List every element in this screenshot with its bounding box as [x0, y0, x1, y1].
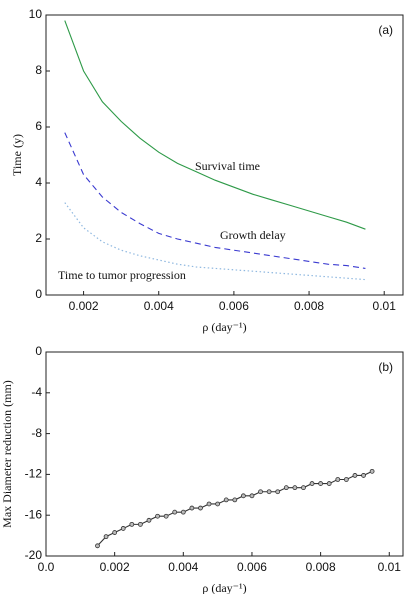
x-tick-label: 0.006 — [237, 560, 267, 574]
y-axis-label: Time (y) — [10, 134, 24, 176]
data-point — [352, 473, 358, 478]
y-axis-label: Max Diameter reduction (mm) — [0, 380, 14, 528]
data-point — [215, 501, 221, 507]
panel-label: (a) — [378, 23, 393, 37]
x-tick-label: 0.002 — [100, 560, 130, 574]
y-tick-label: 0 — [35, 344, 42, 358]
x-tick-label: 0.008 — [306, 560, 336, 574]
plot-frame — [45, 351, 404, 557]
data-point — [232, 497, 238, 503]
data-point — [335, 477, 341, 482]
data-point — [163, 513, 169, 519]
x-tick-label: 0.0 — [38, 560, 55, 574]
x-axis-label: ρ (day⁻¹) — [202, 581, 246, 594]
data-point — [258, 489, 263, 495]
series-line — [64, 132, 366, 269]
x-tick-label: 0.01 — [373, 299, 397, 313]
data-point — [146, 517, 152, 523]
data-point — [361, 473, 366, 478]
y-tick-label: 4 — [35, 175, 42, 189]
series-line — [64, 202, 366, 281]
data-point — [326, 481, 332, 486]
panel-label: (b) — [378, 360, 393, 374]
x-tick-label: 0.002 — [69, 299, 99, 313]
data-point — [206, 501, 212, 507]
data-point — [292, 485, 298, 491]
data-point — [301, 485, 306, 491]
data-point — [198, 505, 203, 511]
data-point — [155, 513, 160, 519]
x-tick-label: 0.008 — [294, 299, 324, 313]
series-label: Time to tumor progression — [58, 268, 186, 282]
data-point — [103, 534, 109, 540]
data-point — [266, 489, 272, 495]
series-label: Survival time — [195, 159, 260, 173]
x-tick-label: 0.01 — [378, 560, 402, 574]
data-point — [137, 521, 143, 527]
y-tick-label: -16 — [25, 507, 43, 521]
x-axis-label: ρ (day⁻¹) — [202, 320, 246, 334]
data-point — [223, 497, 229, 503]
data-point — [95, 543, 100, 549]
data-point — [129, 521, 135, 527]
y-tick-label: -4 — [31, 385, 42, 399]
data-point — [240, 493, 246, 499]
data-point — [189, 505, 195, 511]
series-line — [64, 20, 366, 230]
y-tick-label: -12 — [25, 467, 43, 481]
x-tick-label: 0.004 — [168, 560, 198, 574]
data-point — [369, 468, 375, 474]
data-point — [180, 509, 186, 515]
data-point — [112, 530, 118, 535]
y-tick-label: 2 — [35, 231, 42, 245]
x-tick-label: 0.006 — [219, 299, 249, 313]
data-point — [120, 526, 126, 531]
y-tick-label: 6 — [35, 119, 42, 133]
y-tick-label: 10 — [29, 7, 43, 21]
data-point — [249, 493, 255, 499]
y-tick-label: -8 — [31, 426, 42, 440]
data-point — [283, 485, 289, 491]
series-label: Growth delay — [220, 228, 286, 242]
y-tick-label: 0 — [35, 287, 42, 301]
data-point — [343, 477, 349, 482]
plot-frame — [45, 14, 404, 296]
data-point — [318, 481, 324, 486]
y-tick-label: -20 — [25, 548, 43, 562]
data-point — [275, 489, 281, 495]
x-tick-label: 0.004 — [144, 299, 174, 313]
data-point — [172, 509, 178, 515]
data-point — [309, 481, 315, 486]
y-tick-label: 8 — [35, 63, 42, 77]
